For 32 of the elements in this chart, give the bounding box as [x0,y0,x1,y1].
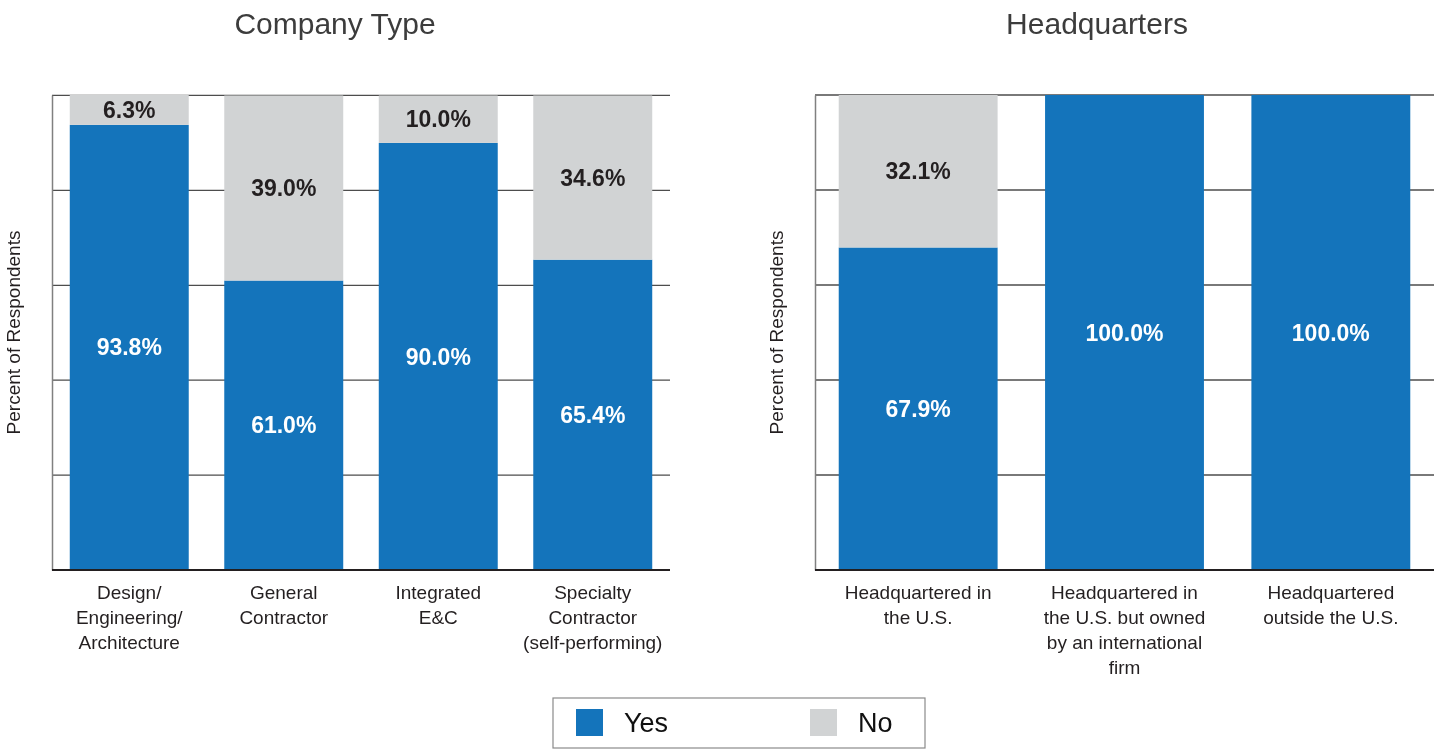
y-axis-title: Percent of Respondents [766,230,787,435]
x-tick-label: General Contractor [239,582,329,628]
data-label: 100.0% [1085,319,1164,346]
legend-label: No [858,708,893,739]
data-label: 61.0% [251,412,317,439]
bar [378,95,498,143]
chart-title: Company Type [234,7,436,40]
bar [378,142,498,570]
bar [69,124,189,570]
x-tick-label: Specialty Contractor (self-performing) [523,582,663,653]
bar [224,280,344,570]
data-label: 10.0% [405,106,471,133]
data-label: 90.0% [405,343,471,370]
chart-title: Headquarters [1006,7,1188,40]
x-tick-label: Headquartered outside the U.S. [1263,582,1399,628]
x-tick-label: Integrated E&C [395,582,482,628]
x-tick-label: Headquartered in the U.S. [844,582,992,628]
bar [533,259,653,570]
data-label: 67.9% [885,395,951,422]
bar [224,95,344,281]
data-label: 34.6% [560,164,626,191]
bar [533,95,653,260]
legend-label: Yes [624,708,669,739]
data-label: 65.4% [560,401,626,428]
data-label: 100.0% [1291,319,1370,346]
data-label: 39.0% [251,175,317,202]
x-tick-label: Design/Engineering/Architecture [75,582,184,653]
data-label: 6.3% [103,97,156,123]
y-axis-title: Percent of Respondents [3,230,24,435]
data-label: 93.8% [96,334,162,361]
x-tick-label: Headquartered in the U.S. but owned by an international firm [1043,582,1206,678]
data-label: 32.1% [885,158,951,185]
